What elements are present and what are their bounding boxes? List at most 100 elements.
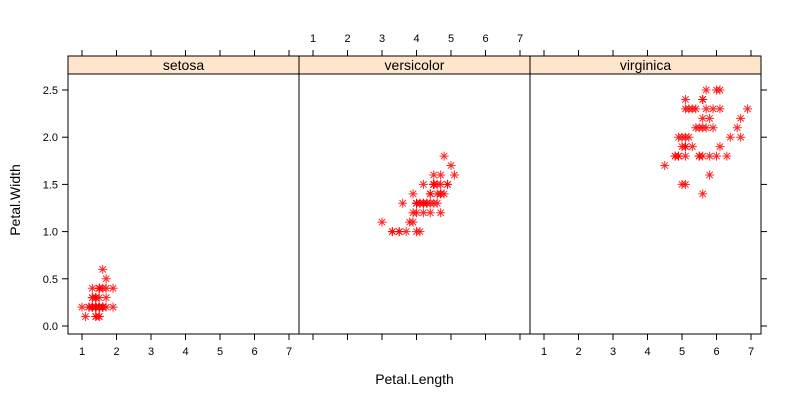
asterisk-marker — [387, 227, 397, 237]
asterisk-marker — [422, 198, 432, 208]
panel-versicolor: versicolor — [298, 55, 531, 335]
x-tick-label: 5 — [679, 346, 685, 358]
axes: 1 2 3 4 5 6 7 1 2 3 4 5 6 7 1 2 3 4 5 6 7 0.0 0.5 1.0 1.5 2.0 2.5 — [43, 33, 767, 358]
plot-area — [298, 73, 531, 335]
x-axis-label: Petal.Length — [375, 371, 454, 387]
asterisk-marker — [98, 264, 108, 274]
asterisk-marker — [694, 151, 704, 161]
data-points — [77, 264, 118, 322]
asterisk-marker — [77, 302, 87, 312]
asterisk-marker — [408, 189, 418, 199]
asterisk-marker — [715, 104, 725, 114]
strip-label: virginica — [620, 57, 672, 73]
strip-label: setosa — [163, 57, 204, 73]
x-tick-label: 2 — [344, 33, 350, 45]
asterisk-marker — [701, 85, 711, 95]
asterisk-marker — [722, 151, 732, 161]
asterisk-marker — [418, 179, 428, 189]
panel-virginica: virginica — [529, 55, 762, 335]
asterisk-marker — [698, 189, 708, 199]
panels: setosa versicolor virginica — [67, 55, 762, 335]
x-tick-label: 4 — [413, 33, 419, 45]
y-tick-label: 1.0 — [43, 227, 58, 239]
y-tick-label: 0.0 — [43, 321, 58, 333]
asterisk-marker — [377, 217, 387, 227]
data-points — [660, 85, 753, 199]
asterisk-marker — [698, 113, 708, 123]
asterisk-marker — [436, 208, 446, 218]
asterisk-marker — [432, 189, 442, 199]
x-tick-label: 3 — [379, 33, 385, 45]
x-tick-label: 3 — [610, 346, 616, 358]
asterisk-marker — [425, 208, 435, 218]
asterisk-marker — [449, 170, 459, 180]
x-tick-label: 4 — [644, 346, 650, 358]
x-tick-label: 2 — [575, 346, 581, 358]
asterisk-marker — [715, 142, 725, 152]
asterisk-marker — [736, 113, 746, 123]
y-axis-label: Petal.Width — [7, 164, 23, 236]
asterisk-marker — [398, 198, 408, 208]
y-tick-label: 1.5 — [43, 179, 58, 191]
x-tick-label: 1 — [541, 346, 547, 358]
asterisk-marker — [708, 123, 718, 133]
asterisk-marker — [432, 198, 442, 208]
asterisk-marker — [401, 227, 411, 237]
asterisk-marker — [91, 293, 101, 303]
asterisk-marker — [429, 170, 439, 180]
asterisk-marker — [443, 179, 453, 189]
y-tick-label: 0.5 — [43, 274, 58, 286]
asterisk-marker — [394, 227, 404, 237]
asterisk-marker — [94, 283, 104, 293]
plot-area — [67, 73, 300, 335]
asterisk-marker — [684, 132, 694, 142]
asterisk-marker — [715, 85, 725, 95]
asterisk-marker — [712, 151, 721, 161]
x-tick-label: 6 — [251, 346, 257, 358]
asterisk-marker — [674, 132, 684, 142]
asterisk-marker — [446, 161, 456, 171]
asterisk-marker — [439, 189, 449, 199]
x-tick-label: 6 — [713, 346, 719, 358]
asterisk-marker — [691, 104, 701, 114]
x-tick-label: 2 — [113, 346, 119, 358]
asterisk-marker — [743, 104, 753, 114]
plot-area — [529, 73, 762, 335]
x-tick-label: 5 — [217, 346, 223, 358]
x-tick-label: 7 — [517, 33, 523, 45]
asterisk-marker — [701, 104, 711, 114]
asterisk-marker — [405, 217, 415, 227]
asterisk-marker — [687, 142, 697, 152]
asterisk-marker — [439, 151, 449, 161]
asterisk-marker — [415, 198, 425, 208]
asterisk-marker — [705, 170, 715, 180]
asterisk-marker — [705, 151, 715, 161]
data-points — [377, 151, 459, 237]
asterisk-marker — [101, 293, 111, 303]
asterisk-marker — [108, 302, 118, 312]
asterisk-marker — [680, 94, 690, 104]
asterisk-marker — [108, 283, 118, 293]
asterisk-marker — [684, 104, 694, 114]
x-tick-label: 7 — [286, 346, 292, 358]
asterisk-marker — [436, 170, 446, 180]
asterisk-marker — [698, 123, 708, 133]
asterisk-marker — [691, 123, 701, 133]
asterisk-marker — [87, 283, 97, 293]
asterisk-marker — [436, 179, 446, 189]
asterisk-marker — [660, 161, 670, 171]
asterisk-marker — [670, 151, 680, 161]
x-tick-label: 7 — [748, 346, 754, 358]
asterisk-marker — [91, 312, 101, 322]
x-tick-label: 4 — [182, 346, 188, 358]
y-tick-label: 2.0 — [43, 132, 58, 144]
asterisk-marker — [91, 302, 101, 312]
asterisk-marker — [680, 179, 690, 189]
strip-label: versicolor — [385, 57, 445, 73]
asterisk-marker — [415, 227, 425, 237]
asterisk-marker — [736, 132, 746, 142]
asterisk-marker — [412, 208, 421, 218]
asterisk-marker — [418, 208, 428, 218]
asterisk-marker — [698, 94, 708, 104]
